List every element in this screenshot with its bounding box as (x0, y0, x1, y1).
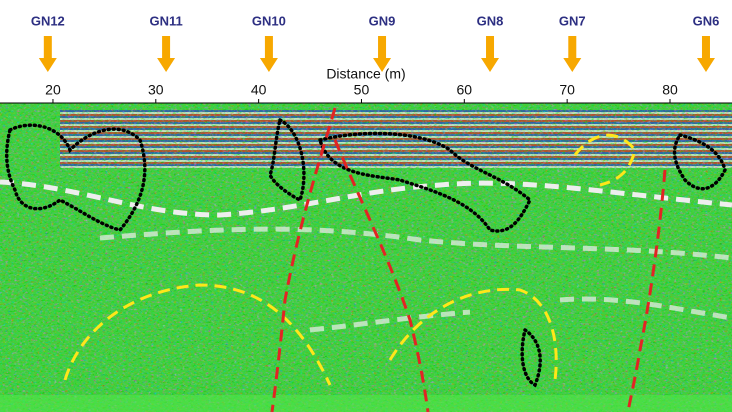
marker-label: GN10 (252, 13, 286, 28)
x-tick-label: 70 (559, 82, 575, 98)
bottom-band (0, 395, 732, 412)
outline (268, 118, 306, 203)
x-tick-label: 80 (662, 82, 678, 98)
marker-arrow (259, 36, 278, 72)
noise-texture (0, 103, 732, 412)
black-outlines (4, 118, 727, 388)
marker-arrow (373, 36, 392, 72)
outline (520, 328, 542, 388)
fault-line (626, 169, 667, 412)
marker-arrow (157, 36, 176, 72)
outline (63, 283, 332, 386)
marker-label: GN11 (149, 13, 182, 28)
red-faults (270, 107, 667, 412)
x-tick-label: 60 (457, 82, 473, 98)
outline (573, 133, 637, 187)
x-tick-label: 30 (148, 82, 164, 98)
marker-arrow (696, 36, 715, 72)
x-tick-label: 50 (354, 82, 370, 98)
marker-arrow (38, 36, 57, 72)
outline (672, 133, 727, 191)
interface-line (0, 179, 732, 218)
x-tick-label: 20 (45, 82, 61, 98)
marker-arrow (563, 36, 582, 72)
outline (388, 287, 558, 381)
outline (318, 131, 533, 233)
marker-label: GN8 (477, 13, 504, 28)
marker-label: GN7 (559, 13, 586, 28)
marker-label: GN12 (31, 13, 65, 28)
x-tick-label: 40 (251, 82, 267, 98)
fault-line (270, 107, 337, 412)
marker-label: GN6 (693, 13, 720, 28)
interface-line (99, 226, 732, 261)
x-axis-title: Distance (m) (326, 66, 405, 82)
outline (4, 123, 147, 232)
fault-line (333, 139, 430, 412)
marker-label: GN9 (369, 13, 396, 28)
marker-arrow (481, 36, 500, 72)
yellow-outlines (63, 133, 637, 386)
radargram-image (0, 103, 732, 412)
